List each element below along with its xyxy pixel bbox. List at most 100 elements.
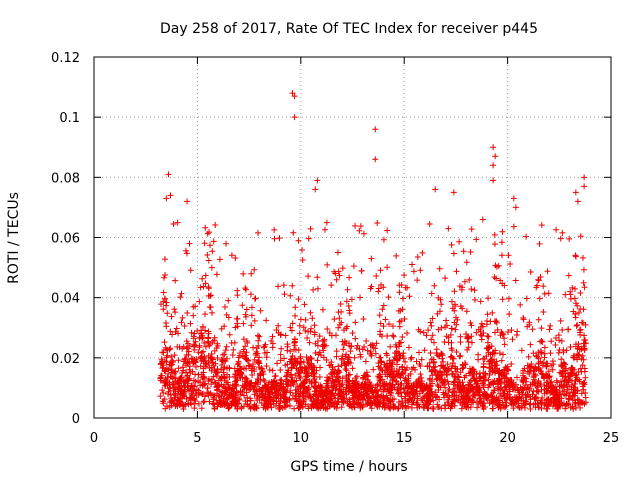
data-point xyxy=(458,405,465,412)
data-point xyxy=(243,338,250,345)
data-point xyxy=(488,363,495,370)
data-point xyxy=(337,383,344,390)
data-point xyxy=(321,336,328,343)
data-point xyxy=(483,392,490,399)
data-point xyxy=(516,389,523,396)
data-point xyxy=(520,386,527,393)
data-point xyxy=(191,330,198,337)
data-point xyxy=(413,382,420,389)
data-point xyxy=(493,275,500,282)
data-point xyxy=(269,344,276,351)
data-point xyxy=(377,383,384,390)
data-point xyxy=(161,274,168,281)
data-point xyxy=(336,315,343,322)
data-point xyxy=(471,368,478,375)
data-point xyxy=(202,280,209,287)
data-point xyxy=(544,379,551,386)
y-tick-label: 0.06 xyxy=(51,232,80,247)
data-point xyxy=(398,400,405,407)
data-point xyxy=(223,311,230,318)
data-point xyxy=(180,405,187,412)
data-point xyxy=(369,341,376,348)
data-point xyxy=(234,367,241,374)
data-point xyxy=(211,334,218,341)
data-point xyxy=(571,380,578,387)
y-axis-label: ROTI / TECUs xyxy=(6,192,22,284)
data-point xyxy=(333,353,340,360)
x-tick-label: 20 xyxy=(499,431,516,446)
data-point xyxy=(539,339,546,346)
data-point xyxy=(511,398,518,405)
data-point xyxy=(248,270,255,277)
data-point xyxy=(280,282,287,289)
x-tick-label: 10 xyxy=(293,431,310,446)
data-point xyxy=(548,398,555,405)
data-point xyxy=(282,332,289,339)
data-point xyxy=(567,392,574,399)
data-point xyxy=(314,274,321,281)
data-point xyxy=(351,379,358,386)
data-point xyxy=(384,387,391,394)
data-point xyxy=(387,343,394,350)
data-point xyxy=(463,331,470,337)
data-point xyxy=(573,322,580,329)
data-point xyxy=(569,389,576,396)
data-point xyxy=(379,306,386,313)
data-point xyxy=(510,195,517,202)
data-point xyxy=(446,366,453,373)
data-point xyxy=(575,309,582,316)
data-point xyxy=(323,219,330,226)
data-point xyxy=(341,338,348,345)
data-point xyxy=(467,369,474,376)
data-point xyxy=(534,382,541,389)
data-point xyxy=(354,342,361,349)
data-point xyxy=(358,267,365,274)
data-point xyxy=(519,379,526,386)
data-point xyxy=(505,252,512,259)
data-point xyxy=(435,294,442,301)
data-point xyxy=(220,369,227,376)
data-point xyxy=(470,391,477,398)
data-point xyxy=(253,405,260,412)
data-point xyxy=(377,393,384,400)
data-point xyxy=(363,338,370,345)
data-point xyxy=(282,362,289,369)
data-point xyxy=(281,291,288,298)
data-point xyxy=(287,348,294,355)
data-point xyxy=(199,323,206,330)
data-point xyxy=(345,378,352,385)
data-point xyxy=(430,359,437,366)
data-point xyxy=(544,268,551,275)
data-point xyxy=(199,335,206,342)
data-point xyxy=(292,312,299,319)
data-point xyxy=(214,340,221,347)
data-point xyxy=(577,233,584,240)
data-point xyxy=(356,389,363,396)
data-point xyxy=(351,403,358,410)
data-point xyxy=(578,399,585,406)
data-point xyxy=(171,352,178,359)
data-point xyxy=(208,381,215,388)
data-point xyxy=(449,371,456,378)
data-point xyxy=(198,349,205,356)
data-point xyxy=(555,332,562,339)
data-point xyxy=(352,335,359,342)
data-point xyxy=(343,367,350,374)
data-point xyxy=(438,324,445,331)
data-point xyxy=(569,396,576,403)
data-point xyxy=(486,343,493,350)
data-point xyxy=(507,396,514,403)
data-point xyxy=(526,401,533,408)
data-point xyxy=(324,377,331,384)
data-point xyxy=(480,369,487,376)
data-point xyxy=(571,295,578,302)
data-point xyxy=(217,375,224,382)
data-point xyxy=(356,402,363,409)
data-point xyxy=(524,323,531,330)
data-point xyxy=(174,379,181,386)
data-point xyxy=(495,262,502,269)
data-point xyxy=(178,290,185,297)
data-point xyxy=(499,280,506,287)
data-point xyxy=(536,295,543,302)
data-point xyxy=(358,394,365,401)
